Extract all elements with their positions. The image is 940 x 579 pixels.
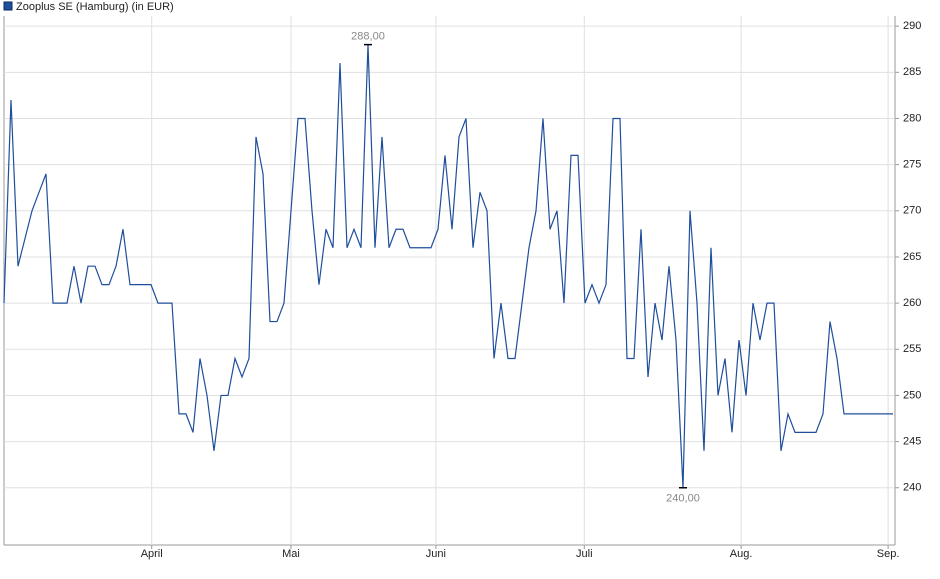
legend-label: Zooplus SE (Hamburg) (in EUR) — [16, 1, 174, 13]
y-tick-label: 275 — [903, 159, 921, 171]
y-tick-label: 245 — [903, 436, 921, 448]
y-tick-label: 255 — [903, 343, 921, 355]
x-tick-label: Mai — [282, 548, 300, 560]
y-tick-label: 290 — [903, 20, 921, 32]
x-tick-label: April — [141, 548, 163, 560]
x-tick-label: Sep. — [877, 548, 900, 560]
price-line — [3, 44, 893, 488]
x-tick-label: Juli — [576, 548, 593, 560]
annotation-label: 240,00 — [666, 493, 700, 505]
x-tick-label: Juni — [426, 548, 446, 560]
y-tick-label: 260 — [903, 297, 921, 309]
annotation-label: 288,00 — [351, 31, 385, 43]
y-tick-label: 270 — [903, 205, 921, 217]
y-tick-label: 285 — [903, 66, 921, 78]
legend-swatch — [3, 1, 13, 11]
y-tick-label: 240 — [903, 482, 921, 494]
x-tick-label: Aug. — [730, 548, 753, 560]
y-tick-label: 265 — [903, 251, 921, 263]
y-tick-label: 250 — [903, 389, 921, 401]
y-tick-label: 280 — [903, 112, 921, 124]
